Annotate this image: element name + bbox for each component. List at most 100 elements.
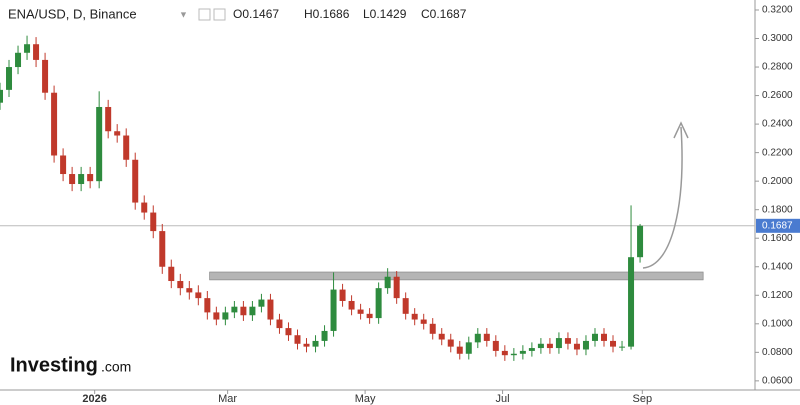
candle-body	[294, 335, 301, 344]
candle-body	[564, 338, 571, 344]
y-tick-label: 0.0800	[762, 347, 793, 358]
candle-body	[150, 212, 157, 232]
candle-body	[60, 155, 67, 175]
candle-body	[438, 333, 445, 340]
candle-body	[492, 340, 499, 351]
candle-body	[501, 350, 508, 356]
candle-body	[204, 298, 211, 313]
candle-body	[366, 313, 373, 319]
candle-body	[420, 319, 427, 324]
candle-body	[258, 299, 265, 307]
arrow-head	[673, 121, 689, 139]
ohlc-high: H0.1686	[304, 7, 350, 21]
candle-body	[474, 333, 481, 343]
candle-body	[96, 106, 103, 182]
candle-body	[114, 131, 121, 136]
candle-body	[411, 313, 418, 320]
candle-body	[285, 328, 292, 336]
ohlc-low: L0.1429	[363, 7, 407, 21]
y-tick-label: 0.1400	[762, 261, 793, 272]
candle-body	[447, 339, 454, 347]
resistance-zone	[209, 271, 704, 281]
candle-body	[186, 288, 193, 293]
candle-body	[195, 292, 202, 299]
candle-body	[384, 276, 391, 289]
watermark-suffix: .com	[101, 359, 131, 375]
icon[interactable]	[213, 8, 226, 21]
candle-body	[15, 52, 22, 68]
candle-body	[628, 257, 635, 347]
chart-title: ENA/USD, D, Binance	[8, 6, 137, 21]
icon[interactable]	[198, 8, 211, 21]
candle-body	[573, 343, 580, 350]
candle-body	[231, 306, 238, 313]
candle-body	[357, 309, 364, 314]
candle-body	[69, 174, 76, 185]
candle-body	[78, 174, 85, 185]
candle-body	[141, 202, 148, 213]
candle-body	[177, 281, 184, 289]
y-tick-label: 0.2000	[762, 176, 793, 187]
candle-body	[303, 343, 310, 347]
candle-body	[276, 319, 283, 329]
candle-body	[456, 346, 463, 354]
ohlc-close: C0.1687	[421, 7, 467, 21]
price-label: 0.1687	[762, 220, 793, 231]
candle-body	[0, 89, 3, 103]
candle-body	[546, 343, 553, 349]
candle-body	[213, 312, 220, 320]
candle-body	[222, 312, 229, 320]
candle-body	[619, 346, 626, 348]
y-tick-label: 0.1600	[762, 233, 793, 244]
candle-body	[510, 353, 517, 356]
candle-body	[465, 342, 472, 354]
y-tick-label: 0.2600	[762, 90, 793, 101]
candle-body	[555, 338, 562, 349]
candle-body	[429, 323, 436, 334]
candle-body	[132, 159, 139, 203]
candle-body	[51, 92, 58, 156]
candle-body	[249, 306, 256, 316]
y-tick-label: 0.2200	[762, 147, 793, 158]
candle-body	[24, 44, 31, 53]
candle-body	[42, 59, 49, 93]
x-tick-label: 2026	[82, 393, 106, 405]
watermark: Investing	[10, 354, 98, 376]
candle-body	[312, 340, 319, 347]
candle-body	[375, 288, 382, 319]
candle-body	[168, 266, 175, 282]
candle-body	[402, 298, 409, 314]
candle-body	[6, 67, 13, 90]
candle-body	[537, 343, 544, 349]
y-tick-label: 0.2400	[762, 119, 793, 130]
y-tick-label: 0.2800	[762, 62, 793, 73]
y-tick-label: 0.3200	[762, 5, 793, 16]
y-tick-label: 0.1200	[762, 290, 793, 301]
candle-body	[610, 340, 617, 347]
candle-body	[528, 348, 535, 351]
candle-body	[159, 231, 166, 267]
x-tick-label: Sep	[633, 393, 653, 405]
candle-body	[123, 135, 130, 160]
candle-body	[105, 106, 112, 132]
candle-body	[483, 333, 490, 341]
candle-body	[591, 333, 598, 341]
x-tick-label: May	[355, 393, 376, 405]
candle-body	[33, 44, 40, 60]
x-tick-label: Jul	[496, 393, 510, 405]
candle-body	[87, 174, 94, 182]
candle-body	[601, 333, 607, 341]
candle-body	[339, 289, 346, 301]
x-tick-label: Mar	[218, 393, 237, 405]
candle-body	[519, 350, 526, 354]
candle-body	[582, 340, 589, 350]
candle-body	[330, 289, 337, 331]
y-tick-label: 0.0600	[762, 376, 793, 387]
candle-body	[393, 276, 400, 299]
candle-body	[348, 300, 355, 310]
candle-body	[321, 330, 328, 341]
y-tick-label: 0.3000	[762, 33, 793, 44]
projection-arrow	[642, 126, 683, 269]
